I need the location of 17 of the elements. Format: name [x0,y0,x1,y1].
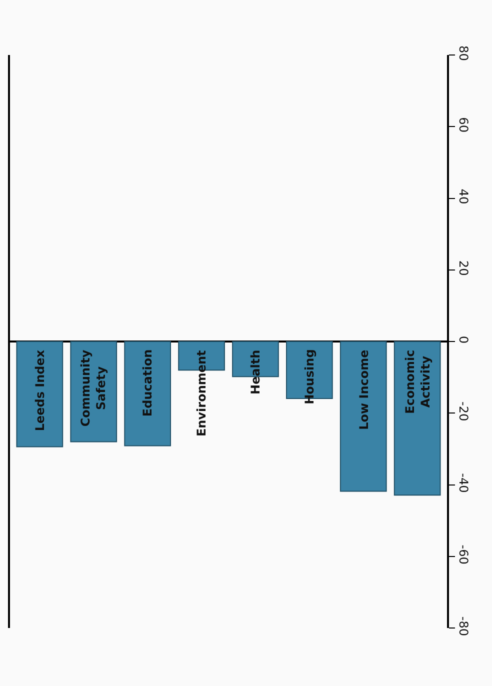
x-tick-label: Health [248,350,262,394]
y-tick-label: 20 [456,260,471,276]
y-tick-label: -60 [456,544,471,564]
x-tick-label: Environment [194,350,209,437]
x-tick-label: Education [140,349,155,417]
x-tick-label: Low Income [356,350,371,430]
x-tick-label: Community Safety [78,350,108,427]
y-tick-label: -20 [456,402,471,422]
y-tick-label: 80 [456,46,471,61]
y-tick-label: 60 [456,117,471,132]
y-tick-label: -40 [456,473,471,493]
x-tick-label: Economic Activity [402,350,432,414]
x-tick-label: Leeds Index [33,350,48,432]
y-tick-label: 40 [456,188,471,204]
y-tick-label: 0 [456,336,471,344]
x-tick-label: Housing [302,349,316,404]
y-tick-label: -80 [456,616,471,636]
